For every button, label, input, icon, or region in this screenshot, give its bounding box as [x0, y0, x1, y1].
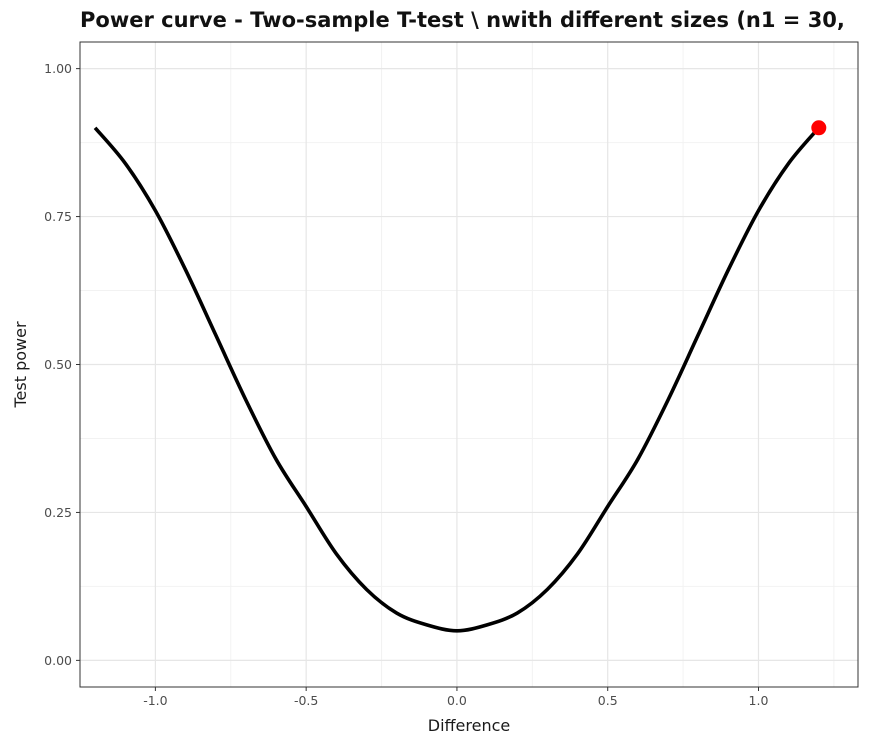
x-tick-label: -0.5	[294, 693, 318, 708]
point-layer	[811, 120, 827, 136]
power-curve-line	[93, 126, 821, 633]
y-tick-label: 0.25	[44, 505, 72, 520]
series-layer	[93, 126, 821, 633]
highlight-point	[811, 120, 827, 136]
y-tick-label: 0.00	[44, 653, 72, 668]
y-tick-label: 0.50	[44, 357, 72, 372]
y-axis: 0.00 0.25 0.50 0.75 1.00	[44, 61, 80, 668]
grid	[80, 42, 858, 687]
x-axis-title: Difference	[428, 716, 510, 735]
y-tick-label: 1.00	[44, 61, 72, 76]
x-tick-label: -1.0	[143, 693, 167, 708]
x-tick-label: 1.0	[749, 693, 769, 708]
chart-title: Power curve - Two-sample T-test \ nwith …	[80, 8, 845, 32]
x-axis: -1.0 -0.5 0.0 0.5 1.0	[143, 687, 768, 708]
x-tick-label: 0.0	[447, 693, 467, 708]
y-axis-title: Test power	[11, 321, 30, 408]
y-tick-label: 0.75	[44, 209, 72, 224]
x-tick-label: 0.5	[598, 693, 618, 708]
